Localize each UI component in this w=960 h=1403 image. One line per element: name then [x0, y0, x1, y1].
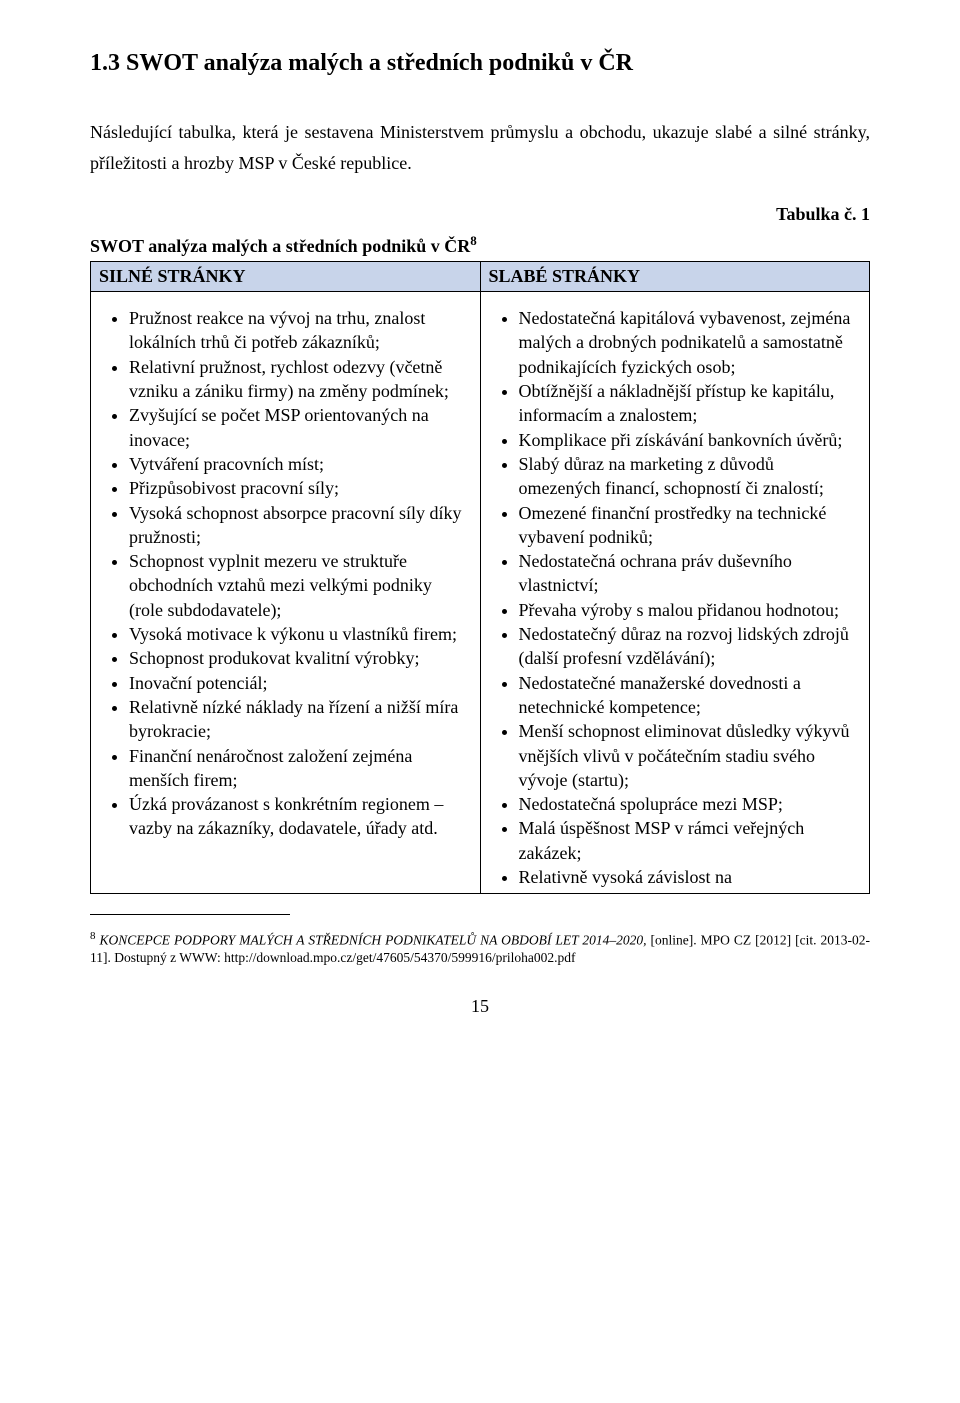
section-heading: 1.3 SWOT analýza malých a středních podn…: [90, 50, 870, 77]
list-item: Finanční nenáročnost založení zejména me…: [129, 744, 466, 793]
list-item: Nedostatečná ochrana práv duševního vlas…: [519, 549, 856, 598]
list-item: Vytváření pracovních míst;: [129, 452, 466, 476]
list-item: Slabý důraz na marketing z důvodů omezen…: [519, 452, 856, 501]
list-item: Nedostatečná spolupráce mezi MSP;: [519, 792, 856, 816]
list-item: Schopnost vyplnit mezeru ve struktuře ob…: [129, 549, 466, 622]
list-item: Vysoká motivace k výkonu u vlastníků fir…: [129, 622, 466, 646]
cell-strengths: Pružnost reakce na vývoj na trhu, znalos…: [91, 292, 481, 894]
list-item: Relativně vysoká závislost na: [519, 865, 856, 889]
table-caption-text: SWOT analýza malých a středních podniků …: [90, 236, 470, 256]
list-item: Nedostatečné manažerské dovednosti a net…: [519, 671, 856, 720]
list-item: Zvyšující se počet MSP orientovaných na …: [129, 403, 466, 452]
list-item: Malá úspěšnost MSP v rámci veřejných zak…: [519, 816, 856, 865]
list-item: Relativně nízké náklady na řízení a nižš…: [129, 695, 466, 744]
table-caption: SWOT analýza malých a středních podniků …: [90, 233, 870, 257]
list-item: Obtížnější a nákladnější přístup ke kapi…: [519, 379, 856, 428]
list-item: Přizpůsobivost pracovní síly;: [129, 476, 466, 500]
footnote-italic: KONCEPCE PODPORY MALÝCH A STŘEDNÍCH PODN…: [100, 932, 647, 947]
strengths-list: Pružnost reakce na vývoj na trhu, znalos…: [99, 306, 472, 841]
list-item: Omezené finanční prostředky na technické…: [519, 501, 856, 550]
cell-weaknesses: Nedostatečná kapitálová vybavenost, zejm…: [480, 292, 870, 894]
list-item: Inovační potenciál;: [129, 671, 466, 695]
list-item: Schopnost produkovat kvalitní výrobky;: [129, 646, 466, 670]
intro-paragraph: Následující tabulka, která je sestavena …: [90, 117, 870, 178]
document-page: 1.3 SWOT analýza malých a středních podn…: [0, 0, 960, 1047]
list-item: Vysoká schopnost absorpce pracovní síly …: [129, 501, 466, 550]
list-item: Nedostatečný důraz na rozvoj lidských zd…: [519, 622, 856, 671]
list-item: Relativní pružnost, rychlost odezvy (vče…: [129, 355, 466, 404]
column-header-strengths: SILNÉ STRÁNKY: [91, 262, 481, 292]
list-item: Pružnost reakce na vývoj na trhu, znalos…: [129, 306, 466, 355]
footnote-separator: [90, 914, 290, 915]
table-label: Tabulka č. 1: [90, 204, 870, 225]
list-item: Převaha výroby s malou přidanou hodnotou…: [519, 598, 856, 622]
list-item: Nedostatečná kapitálová vybavenost, zejm…: [519, 306, 856, 379]
footnote-number: 8: [90, 930, 96, 942]
list-item: Úzká provázanost s konkrétním regionem –…: [129, 792, 466, 841]
list-item: Komplikace při získávání bankovních úvěr…: [519, 428, 856, 452]
footnote-ref: 8: [470, 233, 477, 248]
list-item: Menší schopnost eliminovat důsledky výky…: [519, 719, 856, 792]
swot-table: SILNÉ STRÁNKY SLABÉ STRÁNKY Pružnost rea…: [90, 261, 870, 894]
footnote: 8 KONCEPCE PODPORY MALÝCH A STŘEDNÍCH PO…: [90, 929, 870, 967]
column-header-weaknesses: SLABÉ STRÁNKY: [480, 262, 870, 292]
weaknesses-list: Nedostatečná kapitálová vybavenost, zejm…: [489, 306, 862, 889]
page-number: 15: [90, 996, 870, 1017]
